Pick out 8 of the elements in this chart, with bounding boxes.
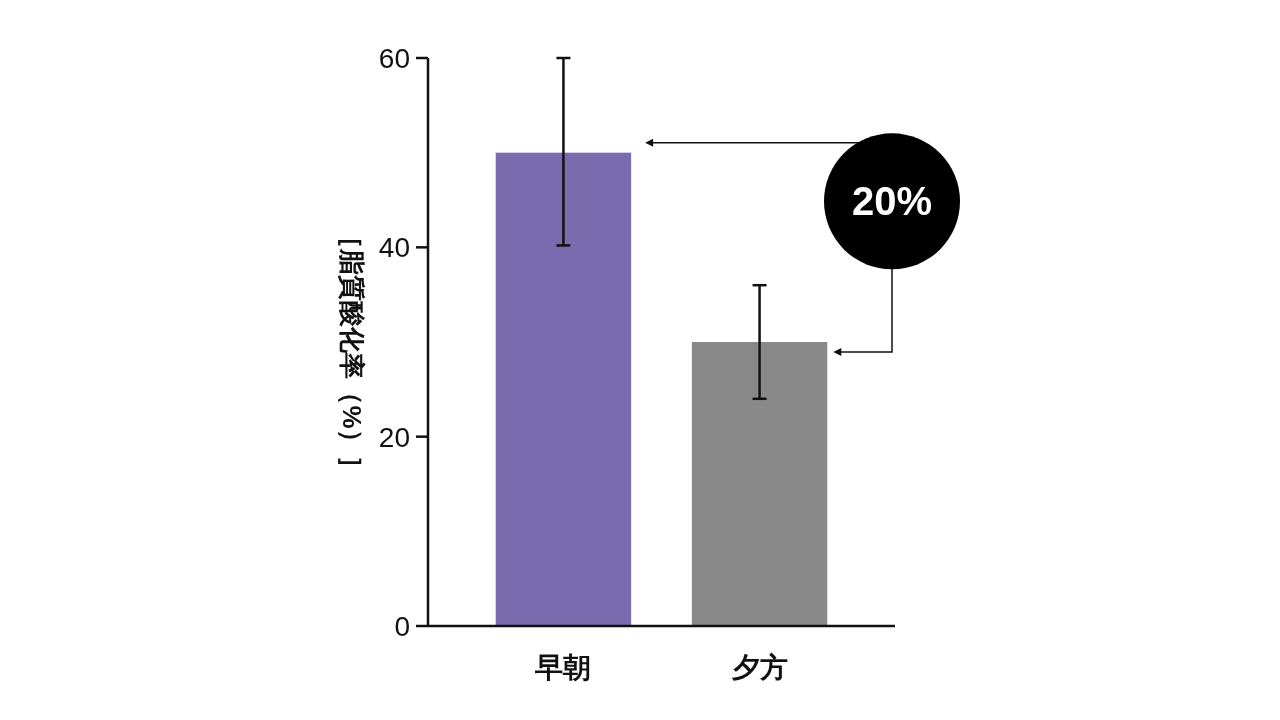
- y-axis-title: ［脂質酸化率（%）］: [337, 223, 367, 481]
- x-tick-label: 早朝: [534, 652, 592, 683]
- y-tick-label: 40: [378, 232, 410, 264]
- y-tick-label: 20: [378, 421, 410, 453]
- x-tick-label: 夕方: [730, 652, 788, 683]
- y-tick-label: 0: [394, 611, 410, 642]
- y-tick-label: 60: [378, 43, 410, 74]
- annotation: 20%: [851, 179, 933, 224]
